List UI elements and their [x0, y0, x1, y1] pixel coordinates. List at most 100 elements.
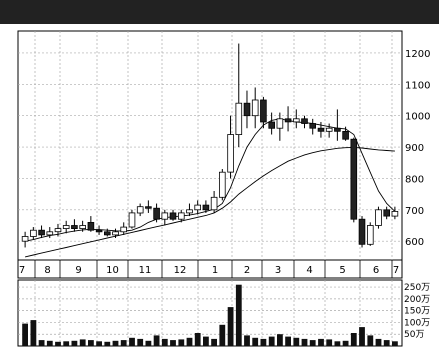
volume-bar — [252, 337, 259, 347]
candle-down — [169, 212, 177, 220]
month-axis-strip — [17, 259, 403, 279]
month-label: 9 — [75, 265, 81, 276]
candle-down — [243, 102, 251, 117]
volume-bar — [392, 341, 398, 346]
month-label: 6 — [373, 265, 379, 276]
month-label: 5 — [339, 265, 345, 276]
volume-bar — [46, 340, 53, 346]
volume-bar — [268, 336, 275, 346]
month-label: 4 — [306, 265, 312, 276]
volume-bar — [178, 339, 185, 346]
volume-bar — [285, 336, 291, 346]
candle-down — [350, 138, 358, 220]
price-grid — [18, 31, 402, 260]
month-label: 7 — [393, 265, 399, 276]
month-label: 11 — [139, 265, 152, 276]
month-label: 3 — [275, 265, 281, 276]
candle-up — [366, 225, 374, 245]
volume-bar — [194, 333, 201, 346]
candle-down — [383, 209, 390, 217]
candle-up — [30, 229, 37, 237]
volume-bar — [277, 334, 283, 346]
volume-bar — [318, 338, 324, 346]
month-label: 8 — [44, 265, 50, 276]
price-tick-label: 700 — [405, 206, 424, 217]
price-tick-label: 1200 — [405, 49, 430, 60]
volume-bar — [38, 340, 45, 346]
long-ma-line — [24, 146, 395, 258]
candle-up — [325, 127, 333, 132]
volume-tick-label: 100万 — [404, 318, 430, 328]
volume-bar — [129, 337, 135, 347]
volume-bar — [170, 340, 176, 346]
volume-tick-label: 200万 — [404, 295, 430, 305]
volume-bar — [301, 338, 308, 346]
volume-bar — [153, 335, 160, 346]
candle-down — [153, 207, 160, 220]
month-label: 2 — [244, 265, 250, 276]
candle-up — [375, 209, 382, 226]
price-tick-label: 1000 — [405, 112, 430, 123]
candle-up — [391, 210, 399, 217]
volume-bar — [244, 335, 250, 346]
volume-bar — [367, 335, 374, 346]
candle-down — [71, 225, 78, 229]
volume-bar — [309, 340, 316, 346]
month-axis: 7 8 9 10 11 12 1 2 3 4 5 6 7 — [19, 260, 399, 278]
candle-down — [145, 206, 152, 209]
candle-up — [218, 171, 226, 198]
volume-bar — [350, 333, 357, 346]
short-ma-line — [25, 118, 396, 242]
price-axis: 600 700 800 900 1000 1100 1200 — [405, 49, 430, 248]
candle-down — [301, 118, 308, 124]
candle-down — [342, 131, 349, 140]
volume-tick-label: 250万 — [404, 283, 430, 293]
price-tick-label: 600 — [405, 237, 424, 248]
volume-bar — [227, 307, 234, 346]
volume-bar — [71, 340, 78, 346]
candle-up — [235, 102, 243, 135]
volume-bar — [186, 337, 193, 347]
volume-bar — [137, 338, 144, 346]
candle-up — [62, 225, 70, 229]
candle-up — [227, 134, 234, 173]
volume-bar — [104, 341, 111, 346]
chart-title — [0, 0, 439, 24]
price-tick-label: 900 — [405, 143, 424, 154]
candle-down — [87, 221, 95, 231]
candle-up — [276, 118, 284, 129]
volume-bar — [260, 338, 267, 346]
candle-up — [292, 118, 300, 123]
candle-down — [104, 231, 111, 236]
long-moving-average — [24, 146, 395, 258]
volume-tick-label: 150万 — [404, 307, 430, 317]
candle-down — [38, 229, 45, 236]
volume-bar — [219, 324, 226, 346]
candle-up — [21, 236, 29, 242]
month-label: 10 — [106, 265, 119, 276]
volume-bar — [342, 340, 349, 346]
candle-up — [46, 231, 54, 236]
volume-bar — [145, 340, 152, 346]
price-tick-label: 800 — [405, 174, 424, 185]
month-label: 12 — [174, 265, 187, 276]
volume-bar — [88, 340, 94, 346]
candle-down — [202, 204, 210, 211]
volume-bar — [63, 341, 70, 346]
volume-bar — [30, 320, 37, 346]
volume-bar — [326, 339, 333, 346]
volume-bar — [22, 323, 28, 346]
volume-bar — [211, 338, 217, 346]
candle-down — [358, 218, 366, 245]
month-label: 7 — [19, 265, 25, 276]
volume-panel — [17, 279, 403, 347]
candle-up — [161, 212, 169, 220]
volume-bar — [112, 340, 119, 346]
candle-up — [186, 209, 193, 214]
candle-up — [128, 212, 136, 228]
price-panel — [17, 30, 403, 261]
volume-bar — [359, 327, 365, 346]
candle-down — [268, 121, 275, 129]
